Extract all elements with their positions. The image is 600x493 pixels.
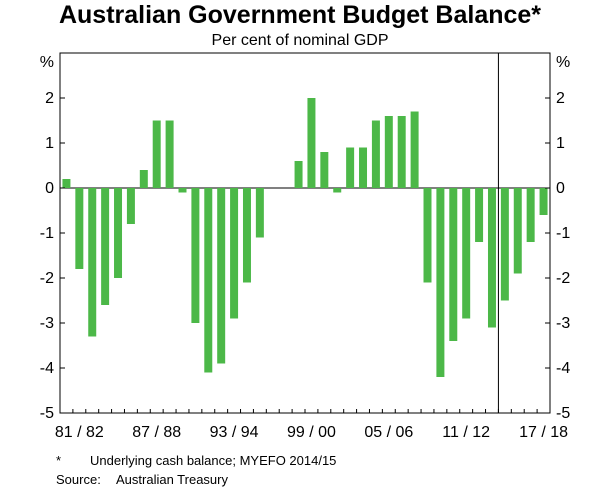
y-tick-label-left: 1 [45, 135, 54, 152]
tick-labels: -5 -5 -4 -4 -3 -3 -2 -2 -1 -1 0 0 1 1 2 2% % 81 / 82 87 / … [40, 54, 571, 441]
source-text: Australian Treasury [116, 472, 228, 487]
source-label: Source: [56, 472, 101, 487]
footnote-text: Underlying cash balance; MYEFO 2014/15 [90, 453, 337, 468]
x-tick-label: 17 / 18 [519, 424, 568, 441]
bar-1994-95 [242, 188, 251, 283]
bar-2005-06 [384, 116, 393, 188]
bar-1980-81 [62, 179, 71, 188]
bar-1990-91 [191, 188, 200, 323]
y-tick-label-right: 1 [556, 135, 565, 152]
bar-1989-90 [178, 188, 187, 193]
bar-2003-04 [359, 147, 368, 188]
y-unit-left: % [40, 54, 54, 71]
bar-2009-10 [436, 188, 445, 377]
bar-1985-86 [126, 188, 135, 224]
bar-2008-09 [423, 188, 432, 283]
y-tick-label-right: -4 [556, 360, 570, 377]
bar-2001-02 [333, 188, 342, 193]
bar-2004-05 [371, 120, 380, 188]
y-tick-label-right: -3 [556, 315, 570, 332]
bar-2015-16 [513, 188, 522, 274]
axes [59, 53, 551, 414]
bar-2000-01 [320, 152, 329, 188]
y-tick-label-left: -3 [40, 315, 54, 332]
bar-2011-12 [462, 188, 471, 319]
bar-2012-13 [475, 188, 484, 242]
bar-2007-08 [410, 111, 419, 188]
x-tick-label: 11 / 12 [442, 424, 490, 441]
footnote-marker: * [56, 453, 62, 468]
y-tick-label-left: 2 [45, 90, 54, 107]
bar-2013-14 [487, 188, 496, 328]
bar-1992-93 [217, 188, 226, 364]
bar-1987-88 [152, 120, 161, 188]
bar-1981-82 [75, 188, 84, 269]
y-tick-label-left: 0 [45, 180, 54, 197]
bar-1983-84 [101, 188, 110, 305]
y-tick-label-right: -1 [556, 225, 570, 242]
bar-2016-17 [526, 188, 535, 242]
y-tick-label-right: 0 [556, 180, 565, 197]
y-tick-label-left: -5 [40, 405, 54, 422]
y-tick-label-right: -2 [556, 270, 570, 287]
x-tick-label: 93 / 94 [210, 424, 259, 441]
bar-1999-00 [307, 98, 316, 188]
bar-2002-03 [346, 147, 355, 188]
bar-2014-15 [500, 188, 509, 301]
y-tick-label-right: -5 [556, 405, 570, 422]
footnote: * Underlying cash balance; MYEFO 2014/15 [56, 453, 336, 469]
x-tick-label: 99 / 00 [287, 424, 336, 441]
bar-2010-11 [449, 188, 458, 341]
bars [62, 98, 548, 377]
bar-1998-99 [294, 161, 303, 188]
chart-subtitle: Per cent of nominal GDP [211, 32, 389, 49]
bar-1991-92 [204, 188, 213, 373]
y-tick-label-left: -4 [40, 360, 54, 377]
bar-1984-85 [114, 188, 123, 278]
bar-2006-07 [397, 116, 406, 188]
x-tick-label: 87 / 88 [132, 424, 181, 441]
bar-1982-83 [88, 188, 97, 337]
x-tick-label: 81 / 82 [55, 424, 104, 441]
bar-1988-89 [165, 120, 174, 188]
bar-1993-94 [230, 188, 239, 319]
y-tick-label-right: 2 [556, 90, 565, 107]
x-tick-label: 05 / 06 [364, 424, 413, 441]
bar-1986-87 [139, 170, 148, 188]
y-tick-label-left: -1 [40, 225, 54, 242]
bar-2017-18 [539, 188, 548, 215]
chart-title: Australian Government Budget Balance* [58, 1, 542, 29]
source-note: Source: Australian Treasury [56, 472, 228, 488]
y-tick-label-left: -2 [40, 270, 54, 287]
y-unit-right: % [556, 54, 570, 71]
bar-1995-96 [255, 188, 264, 238]
